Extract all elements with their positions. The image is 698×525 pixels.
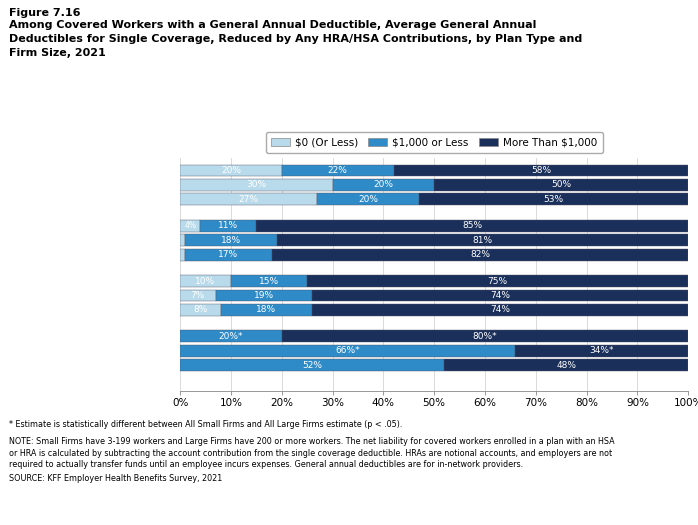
Text: SOURCE: KFF Employer Health Benefits Survey, 2021: SOURCE: KFF Employer Health Benefits Sur…: [9, 474, 223, 483]
Bar: [180, 345, 515, 356]
Bar: [185, 249, 272, 260]
Bar: [185, 234, 276, 246]
Bar: [272, 249, 688, 260]
Text: 80%*: 80%*: [473, 332, 497, 341]
Bar: [419, 193, 688, 205]
Text: 27%: 27%: [239, 195, 259, 204]
Text: 20%: 20%: [221, 166, 241, 175]
Text: 4%: 4%: [184, 221, 196, 230]
Bar: [221, 304, 312, 316]
Bar: [180, 289, 216, 301]
Text: or HRA is calculated by subtracting the account contribution from the single cov: or HRA is calculated by subtracting the …: [9, 449, 612, 458]
Text: Among Covered Workers with a General Annual Deductible, Average General Annual
D: Among Covered Workers with a General Ann…: [9, 20, 582, 58]
Bar: [282, 330, 688, 342]
Bar: [332, 179, 434, 191]
Bar: [312, 304, 688, 316]
Bar: [180, 359, 445, 371]
Bar: [312, 289, 688, 301]
Bar: [282, 164, 394, 176]
Bar: [216, 289, 312, 301]
Bar: [231, 275, 307, 287]
Bar: [180, 193, 318, 205]
Bar: [318, 193, 419, 205]
Text: * Estimate is statistically different between All Small Firms and All Large Firm: * Estimate is statistically different be…: [9, 420, 403, 429]
Text: 22%: 22%: [327, 166, 348, 175]
Bar: [445, 359, 688, 371]
Text: 10%: 10%: [195, 277, 216, 286]
Text: 7%: 7%: [191, 291, 205, 300]
Text: 8%: 8%: [193, 306, 207, 314]
Bar: [394, 164, 688, 176]
Bar: [180, 164, 282, 176]
Bar: [180, 304, 221, 316]
Text: 85%: 85%: [462, 221, 482, 230]
Text: 20%: 20%: [358, 195, 378, 204]
Text: 17%: 17%: [218, 250, 239, 259]
Bar: [180, 220, 200, 232]
Bar: [180, 234, 185, 246]
Text: 18%: 18%: [256, 306, 276, 314]
Text: 34%*: 34%*: [590, 346, 614, 355]
Text: 20%*: 20%*: [218, 332, 243, 341]
Bar: [180, 179, 332, 191]
Text: 66%*: 66%*: [336, 346, 360, 355]
Bar: [515, 345, 688, 356]
Text: required to actually transfer funds until an employee incurs expenses. General a: required to actually transfer funds unti…: [9, 460, 524, 469]
Text: 30%: 30%: [246, 181, 267, 190]
Text: NOTE: Small Firms have 3-199 workers and Large Firms have 200 or more workers. T: NOTE: Small Firms have 3-199 workers and…: [9, 437, 615, 446]
Text: 11%: 11%: [218, 221, 239, 230]
Text: 81%: 81%: [473, 236, 493, 245]
Text: 52%: 52%: [302, 361, 322, 370]
Text: 75%: 75%: [488, 277, 507, 286]
Text: 74%: 74%: [490, 291, 510, 300]
Bar: [276, 234, 688, 246]
Bar: [180, 330, 282, 342]
Text: 20%: 20%: [373, 181, 394, 190]
Text: 50%: 50%: [551, 181, 571, 190]
Bar: [180, 275, 231, 287]
Text: Figure 7.16: Figure 7.16: [9, 8, 80, 18]
Bar: [180, 249, 185, 260]
Bar: [307, 275, 688, 287]
Text: 18%: 18%: [221, 236, 241, 245]
Bar: [434, 179, 688, 191]
Text: 53%: 53%: [544, 195, 563, 204]
Bar: [200, 220, 256, 232]
Text: 58%: 58%: [530, 166, 551, 175]
Text: 82%: 82%: [470, 250, 490, 259]
Text: 19%: 19%: [254, 291, 274, 300]
Text: 15%: 15%: [259, 277, 279, 286]
Text: 74%: 74%: [490, 306, 510, 314]
Legend: $0 (Or Less), $1,000 or Less, More Than $1,000: $0 (Or Less), $1,000 or Less, More Than …: [266, 132, 602, 153]
Text: 48%: 48%: [556, 361, 577, 370]
Bar: [256, 220, 688, 232]
